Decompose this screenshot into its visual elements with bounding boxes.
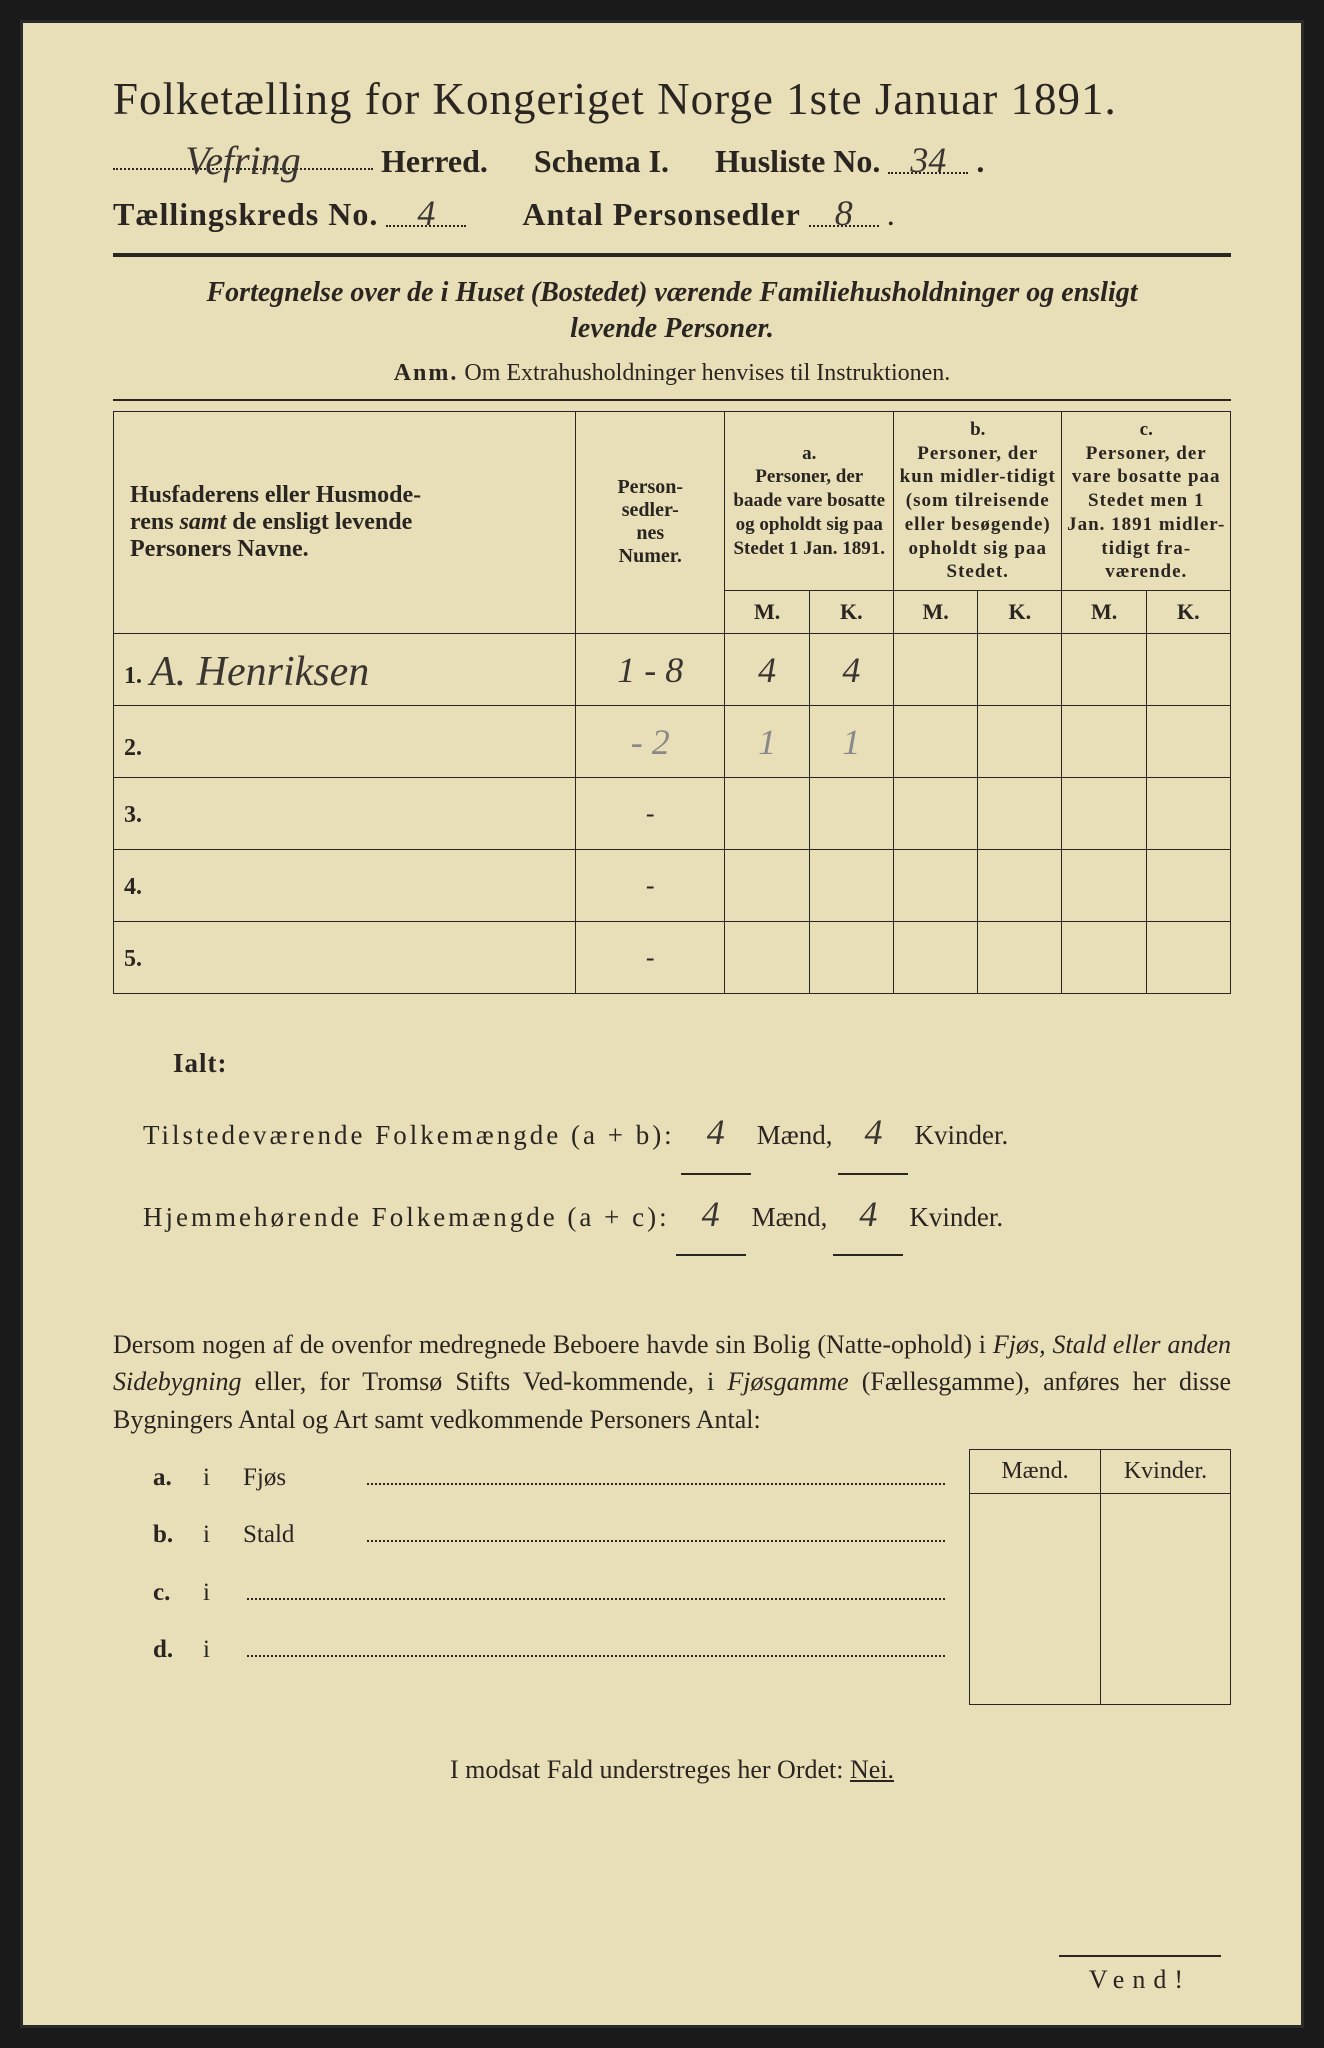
col-b-header: b. Personer, der kun midler-tidigt (som … <box>893 411 1062 590</box>
header-line-2: Vefring Herred. Schema I. Husliste No. 3… <box>113 135 1231 180</box>
sub-row: c. i <box>113 1564 949 1622</box>
table-row: 5. - <box>114 922 1231 994</box>
col-c-header: c. Personer, der vare bosatte paa Stedet… <box>1062 411 1231 590</box>
ialt-label: Ialt: <box>173 1034 1231 1093</box>
table-header: Husfaderens eller Husmode-rens samt de e… <box>114 411 1231 633</box>
main-title: Folketælling for Kongeriget Norge 1ste J… <box>113 73 1231 125</box>
subtitle-line-1: Fortegnelse over de i Huset (Bostedet) v… <box>113 275 1231 348</box>
husliste-label: Husliste No. <box>715 143 880 180</box>
herred-field: Vefring <box>113 135 373 170</box>
paragraph-block: Dersom nogen af de ovenfor medregnede Be… <box>113 1326 1231 1439</box>
col-a-header: a. Personer, der baade vare bosatte og o… <box>725 411 894 590</box>
sub-table-left: a. i Fjøs b. i Stald c. i d. i <box>113 1449 969 1705</box>
schema-label: Schema I. <box>534 143 669 180</box>
footer-line: I modsat Fald understreges her Ordet: Ne… <box>113 1755 1231 1785</box>
herred-label: Herred. <box>381 143 488 180</box>
sub-row: a. i Fjøs <box>113 1449 949 1507</box>
sub-table: a. i Fjøs b. i Stald c. i d. i <box>113 1449 1231 1705</box>
col2-header: Person-sedler-nesNumer. <box>576 411 725 633</box>
husliste-value: 34 <box>910 140 946 180</box>
col1-header: Husfaderens eller Husmode-rens samt de e… <box>114 411 576 633</box>
main-table: Husfaderens eller Husmode-rens samt de e… <box>113 411 1231 994</box>
antal-value: 8 <box>835 193 853 233</box>
husliste-field: 34 <box>888 139 968 174</box>
mk-header: M. <box>725 591 809 634</box>
kreds-field: 4 <box>386 192 466 227</box>
mk-header: K. <box>1146 591 1230 634</box>
vend-label: Vend! <box>1059 1955 1221 1995</box>
maend-col: Mænd. <box>970 1450 1100 1704</box>
divider <box>113 253 1231 257</box>
table-row: 3. - <box>114 778 1231 850</box>
mk-header: M. <box>1062 591 1146 634</box>
subtitle-anm: Anm. Om Extrahusholdninger henvises til … <box>113 360 1231 387</box>
table-row: 4. - <box>114 850 1231 922</box>
table-row: 1.A. Henriksen 1 - 8 4 4 <box>114 634 1231 706</box>
sub-table-right: Mænd. Kvinder. <box>969 1449 1231 1705</box>
sub-row: d. i <box>113 1621 949 1679</box>
table-body: 1.A. Henriksen 1 - 8 4 4 2. - 2 1 1 <box>114 634 1231 994</box>
antal-field: 8 <box>809 192 879 227</box>
mk-header: K. <box>809 591 893 634</box>
subtitle-block: Fortegnelse over de i Huset (Bostedet) v… <box>113 275 1231 387</box>
divider <box>113 399 1231 401</box>
header-line-3: Tællingskreds No. 4 Antal Personsedler 8… <box>113 192 1231 233</box>
kreds-label: Tællingskreds No. <box>113 196 378 233</box>
antal-label: Antal Personsedler <box>522 196 800 233</box>
title-block: Folketælling for Kongeriget Norge 1ste J… <box>113 73 1231 233</box>
mk-header: M. <box>893 591 977 634</box>
nei-underline: Nei. <box>850 1755 894 1784</box>
mk-header: K. <box>978 591 1062 634</box>
kvinder-col: Kvinder. <box>1100 1450 1230 1704</box>
census-form-page: Folketælling for Kongeriget Norge 1ste J… <box>20 20 1304 2028</box>
table-row: 2. - 2 1 1 <box>114 706 1231 778</box>
totals-line-2: Hjemmehørende Folkemængde (a + c): 4 Mæn… <box>143 1175 1231 1256</box>
totals-block: Ialt: Tilstedeværende Folkemængde (a + b… <box>113 1034 1231 1256</box>
herred-value: Vefring <box>185 138 301 183</box>
kreds-value: 4 <box>417 193 435 233</box>
totals-line-1: Tilstedeværende Folkemængde (a + b): 4 M… <box>143 1093 1231 1174</box>
sub-row: b. i Stald <box>113 1506 949 1564</box>
